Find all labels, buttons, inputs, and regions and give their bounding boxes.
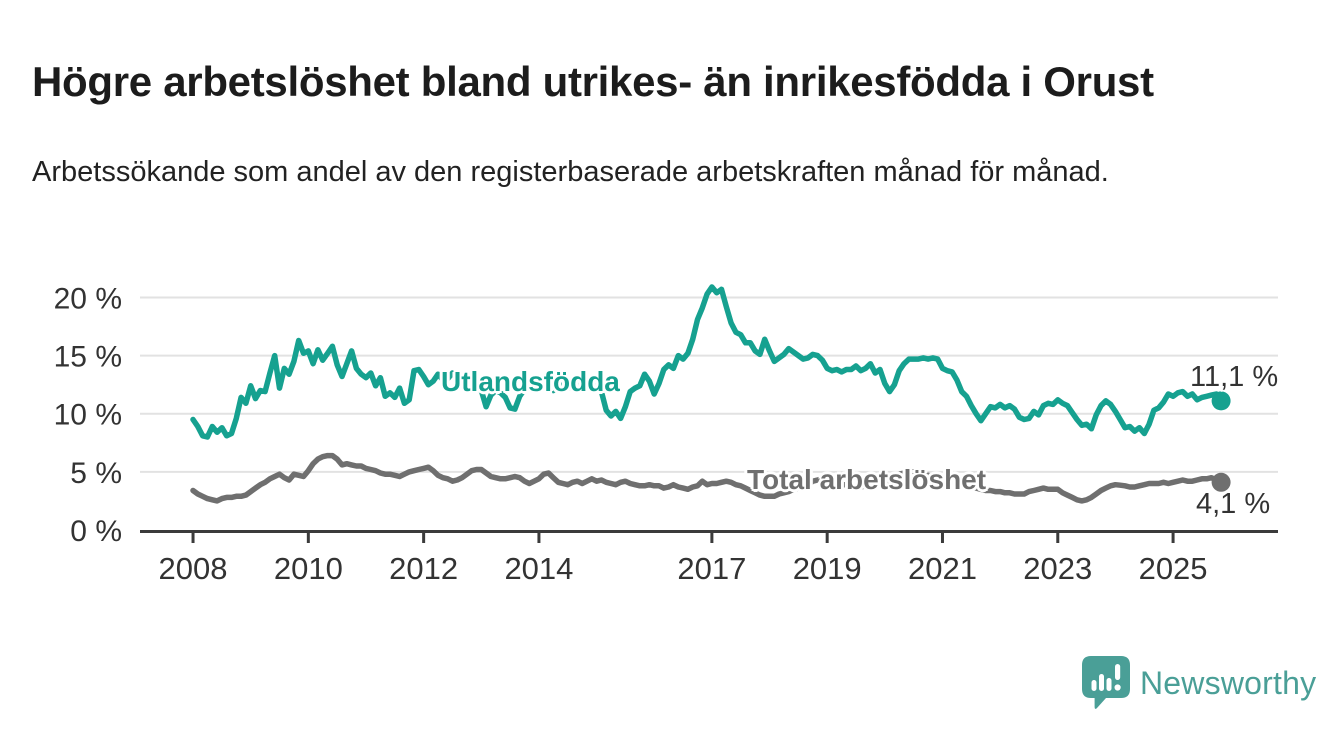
- newsworthy-wordmark: Newsworthy: [1140, 664, 1317, 701]
- svg-text:20 %: 20 %: [54, 282, 122, 315]
- series-label-total-arbetsloshet: Total arbetslöshet: [747, 464, 987, 495]
- svg-text:5 %: 5 %: [70, 457, 122, 490]
- svg-text:2019: 2019: [793, 551, 862, 586]
- bar-icon-1: [1091, 679, 1097, 691]
- newsworthy-logo: Newsworthy: [1082, 654, 1316, 712]
- chart-title: Högre arbetslöshet bland utrikes- än inr…: [32, 58, 1154, 106]
- exclamation-stem-icon: [1115, 663, 1121, 680]
- svg-text:15 %: 15 %: [54, 341, 122, 374]
- svg-text:10 %: 10 %: [54, 399, 122, 432]
- series-label-utlandsfodda: Utlandsfödda: [441, 366, 620, 397]
- svg-text:0 %: 0 %: [70, 515, 122, 548]
- svg-text:2025: 2025: [1139, 551, 1208, 586]
- svg-text:2023: 2023: [1023, 551, 1092, 586]
- svg-text:2012: 2012: [389, 551, 458, 586]
- end-value-utlandsfodda: 11,1 %: [1190, 361, 1279, 393]
- newsworthy-bubble-chart-icon: [1082, 655, 1130, 709]
- svg-text:2021: 2021: [908, 551, 977, 586]
- chart-subtitle: Arbetssökande som andel av den registerb…: [32, 156, 1109, 188]
- svg-text:2010: 2010: [274, 551, 343, 586]
- svg-text:2017: 2017: [677, 551, 746, 586]
- end-value-total-arbetsloshet: 4,1 %: [1196, 488, 1271, 520]
- bar-icon-2: [1099, 673, 1104, 691]
- exclamation-dot-icon: [1114, 683, 1121, 691]
- bar-icon-3: [1106, 677, 1112, 691]
- svg-text:2008: 2008: [159, 551, 228, 586]
- svg-text:2014: 2014: [504, 551, 573, 586]
